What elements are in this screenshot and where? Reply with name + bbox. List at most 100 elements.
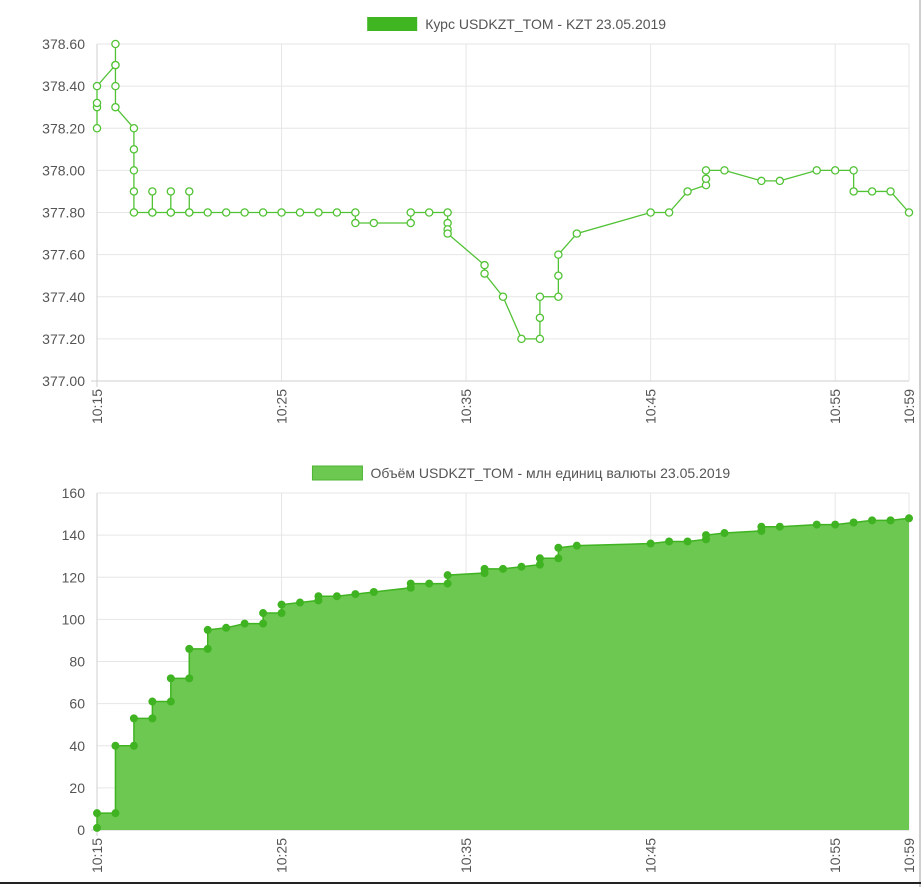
- price-point: [849, 166, 858, 175]
- volume-point: [775, 522, 784, 531]
- price-point: [572, 229, 582, 238]
- price-point: [111, 39, 120, 49]
- volume-point: [517, 562, 526, 571]
- volume-point: [369, 587, 378, 596]
- price-point: [443, 229, 452, 238]
- price-point: [664, 208, 674, 217]
- price-point: [111, 60, 120, 70]
- volume-point: [277, 609, 286, 618]
- price-point: [203, 208, 212, 217]
- volume-point: [554, 554, 563, 563]
- legend-label: Курс USDKZT_TOM - KZT 23.05.2019: [425, 16, 666, 32]
- price-point: [535, 334, 545, 344]
- price-point: [406, 218, 415, 228]
- volume-area: [97, 518, 909, 830]
- y-tick-label: 377.00: [42, 373, 85, 389]
- volume-point: [499, 564, 507, 573]
- volume-point: [443, 571, 452, 580]
- x-tick-label: 10:45: [643, 838, 659, 873]
- volume-point: [406, 579, 415, 588]
- volume-point: [351, 590, 360, 599]
- price-point: [886, 187, 895, 196]
- volume-point: [702, 531, 710, 540]
- volume-point: [849, 518, 858, 527]
- x-tick-label: 10:35: [458, 838, 474, 873]
- legend-swatch: [367, 17, 418, 31]
- price-point: [683, 187, 692, 196]
- price-point: [904, 208, 914, 217]
- price-point: [129, 166, 139, 175]
- legend-swatch: [311, 465, 363, 481]
- volume-point: [93, 823, 101, 832]
- price-point: [867, 187, 877, 196]
- price-point: [498, 292, 508, 301]
- price-point: [129, 208, 139, 217]
- price-point: [295, 208, 305, 217]
- volume-point: [646, 539, 655, 548]
- price-point: [443, 208, 452, 217]
- volume-point: [111, 809, 120, 818]
- price-point: [351, 208, 360, 217]
- price-point: [314, 208, 323, 217]
- price-point: [424, 208, 434, 217]
- price-point: [480, 269, 489, 278]
- bottom-border: [0, 882, 921, 884]
- volume-point: [203, 625, 212, 634]
- x-tick-label: 10:35: [458, 389, 474, 424]
- volume-point: [868, 516, 877, 525]
- price-point: [185, 208, 194, 217]
- y-tick-label: 377.20: [42, 331, 85, 347]
- price-point: [517, 334, 526, 344]
- price-point: [332, 208, 342, 217]
- y-tick-label: 378.60: [42, 36, 85, 52]
- x-tick-label: 10:55: [827, 838, 843, 873]
- x-tick-label: 10:59: [901, 389, 917, 424]
- volume-point: [148, 714, 157, 723]
- volume-point: [720, 529, 729, 538]
- y-tick-label: 160: [62, 485, 86, 501]
- y-tick-label: 0: [77, 822, 85, 838]
- volume-point: [535, 554, 544, 563]
- price-point: [554, 271, 563, 280]
- price-point: [554, 250, 563, 259]
- y-tick-label: 140: [62, 527, 86, 543]
- volume-point: [166, 674, 175, 683]
- price-point: [92, 81, 102, 91]
- y-tick-label: 377.60: [42, 247, 85, 263]
- price-point: [554, 292, 563, 301]
- volume-point: [129, 741, 138, 750]
- volume-point: [332, 592, 341, 601]
- volume-point: [129, 714, 138, 723]
- price-point: [240, 208, 249, 217]
- price-point: [166, 208, 176, 217]
- right-border: [919, 0, 921, 887]
- volume-point: [812, 520, 821, 529]
- price-point: [830, 166, 840, 175]
- price-point: [646, 208, 655, 217]
- price-point: [369, 218, 379, 228]
- y-tick-label: 80: [69, 654, 85, 670]
- x-tick-label: 10:15: [89, 838, 105, 873]
- volume-point: [296, 598, 304, 607]
- price-point: [701, 174, 711, 184]
- y-tick-label: 40: [69, 738, 85, 754]
- volume-point: [480, 564, 489, 573]
- price-point: [129, 145, 139, 154]
- price-chart: 378.60 378.40 378.20 378.00 377.80 377.60 377.…: [42, 16, 917, 424]
- volume-point: [886, 516, 895, 525]
- volume-point: [203, 644, 212, 653]
- volume-point: [314, 592, 323, 601]
- volume-point: [185, 644, 194, 653]
- x-tick-label: 10:25: [274, 838, 290, 873]
- y-tick-label: 378.00: [42, 162, 85, 178]
- price-point: [277, 208, 286, 217]
- price-point: [92, 98, 102, 108]
- x-tick-label: 10:59: [901, 838, 917, 873]
- y-tick-label: 378.40: [42, 78, 85, 94]
- price-point: [535, 313, 545, 323]
- price-point: [111, 81, 120, 91]
- price-point: [221, 208, 231, 217]
- price-point: [351, 218, 360, 228]
